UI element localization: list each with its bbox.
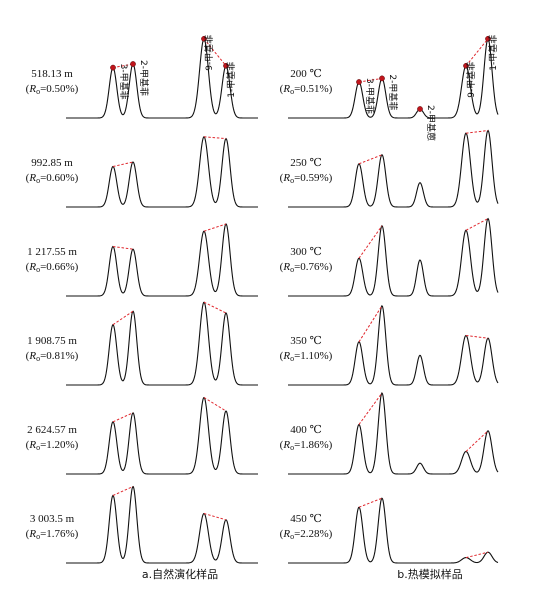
chromatogram-trace xyxy=(288,304,499,386)
sample-row: 2 624.57 m (Ro=1.20%) xyxy=(26,396,258,475)
ratio-link-line xyxy=(465,335,489,339)
ratio-link-line xyxy=(112,310,134,326)
sample-row: 250 ℃ (Ro=0.59%) xyxy=(280,129,499,208)
ratio-link-line xyxy=(203,223,227,232)
sample-row: 300 ℃ (Ro=0.76%) xyxy=(280,217,499,297)
peak-label: 2-甲基蒽 xyxy=(425,105,437,141)
ratio-link-line xyxy=(358,225,383,259)
peak-marker xyxy=(417,106,423,112)
peak-label: 9-甲基菲 xyxy=(465,62,477,98)
chromatogram-trace xyxy=(288,392,499,475)
ratio-link-line xyxy=(112,486,134,496)
chromatogram-trace xyxy=(288,129,499,208)
ro-label: (Ro=1.20%) xyxy=(26,439,79,452)
chromatogram-trace xyxy=(288,497,499,564)
sample-label: 450 ℃ xyxy=(290,513,322,525)
sample-row: 400 ℃ (Ro=1.86%) xyxy=(280,392,499,475)
ro-label: (Ro=0.81%) xyxy=(26,350,79,363)
ro-label: (Ro=0.51%) xyxy=(280,83,333,96)
ratio-link-line xyxy=(358,497,383,508)
panel-thermal-simulation: 3-甲基菲 2-甲基菲 2-甲基蒽 9-甲基菲 1-甲基菲 200 ℃ (Ro=0.51%)… xyxy=(280,35,499,564)
chromatogram-trace xyxy=(66,485,258,564)
chromatogram-trace xyxy=(66,301,258,386)
sample-row: 3-甲基菲 2-甲基菲 2-甲基蒽 9-甲基菲 1-甲基菲 200 ℃ (Ro=0.51%) xyxy=(280,35,499,141)
ratio-link-line xyxy=(465,430,489,452)
chromatogram-trace xyxy=(66,136,258,208)
ratio-link-line xyxy=(465,218,489,231)
peak-label: 3-甲基菲 xyxy=(118,64,130,100)
sample-label: 3 003.5 m xyxy=(30,513,75,525)
chromatogram-trace xyxy=(66,396,258,475)
peak-marker xyxy=(110,64,116,71)
peak-marker xyxy=(463,62,469,69)
sample-label: 400 ℃ xyxy=(290,424,322,436)
chromatogram-trace xyxy=(288,37,499,119)
peak-marker xyxy=(379,75,385,82)
ratio-link-line xyxy=(465,38,489,67)
caption-panel-b: b.热模拟样品 xyxy=(397,567,462,581)
peak-label: 9-甲基菲 xyxy=(203,35,215,71)
ro-label: (Ro=0.76%) xyxy=(280,261,333,274)
chromatogram-trace xyxy=(66,223,258,297)
sample-row: 450 ℃ (Ro=2.28%) xyxy=(280,497,499,564)
chromatogram-trace xyxy=(288,217,499,297)
ro-label: (Ro=0.59%) xyxy=(280,172,333,185)
peak-marker xyxy=(223,62,229,69)
ratio-link-line xyxy=(203,397,227,412)
sample-row: 3-甲基菲 2-甲基菲 9-甲基菲 1-甲基菲 518.13 m (Ro=0.50%) xyxy=(26,35,258,119)
peak-marker xyxy=(201,35,207,42)
sample-label: 250 ℃ xyxy=(290,157,322,169)
sample-label: 200 ℃ xyxy=(290,68,322,80)
peak-marker xyxy=(356,79,362,85)
sample-row: 1 908.75 m (Ro=0.81%) xyxy=(26,301,258,386)
panel-natural-evolution: 3-甲基菲 2-甲基菲 9-甲基菲 1-甲基菲 518.13 m (Ro=0.50%) 99… xyxy=(26,35,258,564)
sample-label: 992.85 m xyxy=(31,157,73,169)
peak-label: 2-甲基菲 xyxy=(138,60,150,96)
caption-panel-a: a.自然演化样品 xyxy=(142,567,218,581)
ro-label: (Ro=0.50%) xyxy=(26,83,79,96)
ratio-link-line xyxy=(203,513,227,521)
sample-label: 1 908.75 m xyxy=(27,335,77,347)
ratio-link-line xyxy=(465,130,489,134)
ratio-link-line xyxy=(112,161,134,167)
sample-label: 2 624.57 m xyxy=(27,424,77,436)
peak-label: 3-甲基菲 xyxy=(364,78,376,114)
peak-label: 2-甲基菲 xyxy=(387,74,399,110)
ro-label: (Ro=1.10%) xyxy=(280,350,333,363)
ratio-link-line xyxy=(358,154,383,165)
peak-label: 1-甲基菲 xyxy=(487,35,499,71)
ratio-link-line xyxy=(112,63,134,69)
ro-label: (Ro=2.28%) xyxy=(280,528,333,541)
ratio-link-line xyxy=(203,38,227,67)
ratio-link-line xyxy=(465,551,489,559)
ro-label: (Ro=1.86%) xyxy=(280,439,333,452)
ratio-link-line xyxy=(358,305,383,343)
ratio-link-line xyxy=(203,301,227,314)
sample-label: 1 217.55 m xyxy=(27,246,77,258)
ratio-link-line xyxy=(203,136,227,140)
sample-label: 350 ℃ xyxy=(290,335,322,347)
sample-row: 992.85 m (Ro=0.60%) xyxy=(26,136,258,208)
ratio-link-line xyxy=(358,77,383,83)
ratio-link-line xyxy=(112,412,134,423)
peak-marker xyxy=(130,61,136,67)
sample-row: 350 ℃ (Ro=1.10%) xyxy=(280,304,499,386)
sample-label: 518.13 m xyxy=(31,68,73,80)
ro-label: (Ro=1.76%) xyxy=(26,528,79,541)
ratio-link-line xyxy=(112,246,134,250)
ro-label: (Ro=0.60%) xyxy=(26,172,79,185)
peak-label: 1-甲基菲 xyxy=(225,62,237,98)
sample-row: 1 217.55 m (Ro=0.66%) xyxy=(26,223,258,297)
ratio-link-line xyxy=(358,392,383,425)
sample-row: 3 003.5 m (Ro=1.76%) xyxy=(26,485,258,564)
ro-label: (Ro=0.66%) xyxy=(26,261,79,274)
peak-marker xyxy=(485,35,491,42)
sample-label: 300 ℃ xyxy=(290,246,322,258)
